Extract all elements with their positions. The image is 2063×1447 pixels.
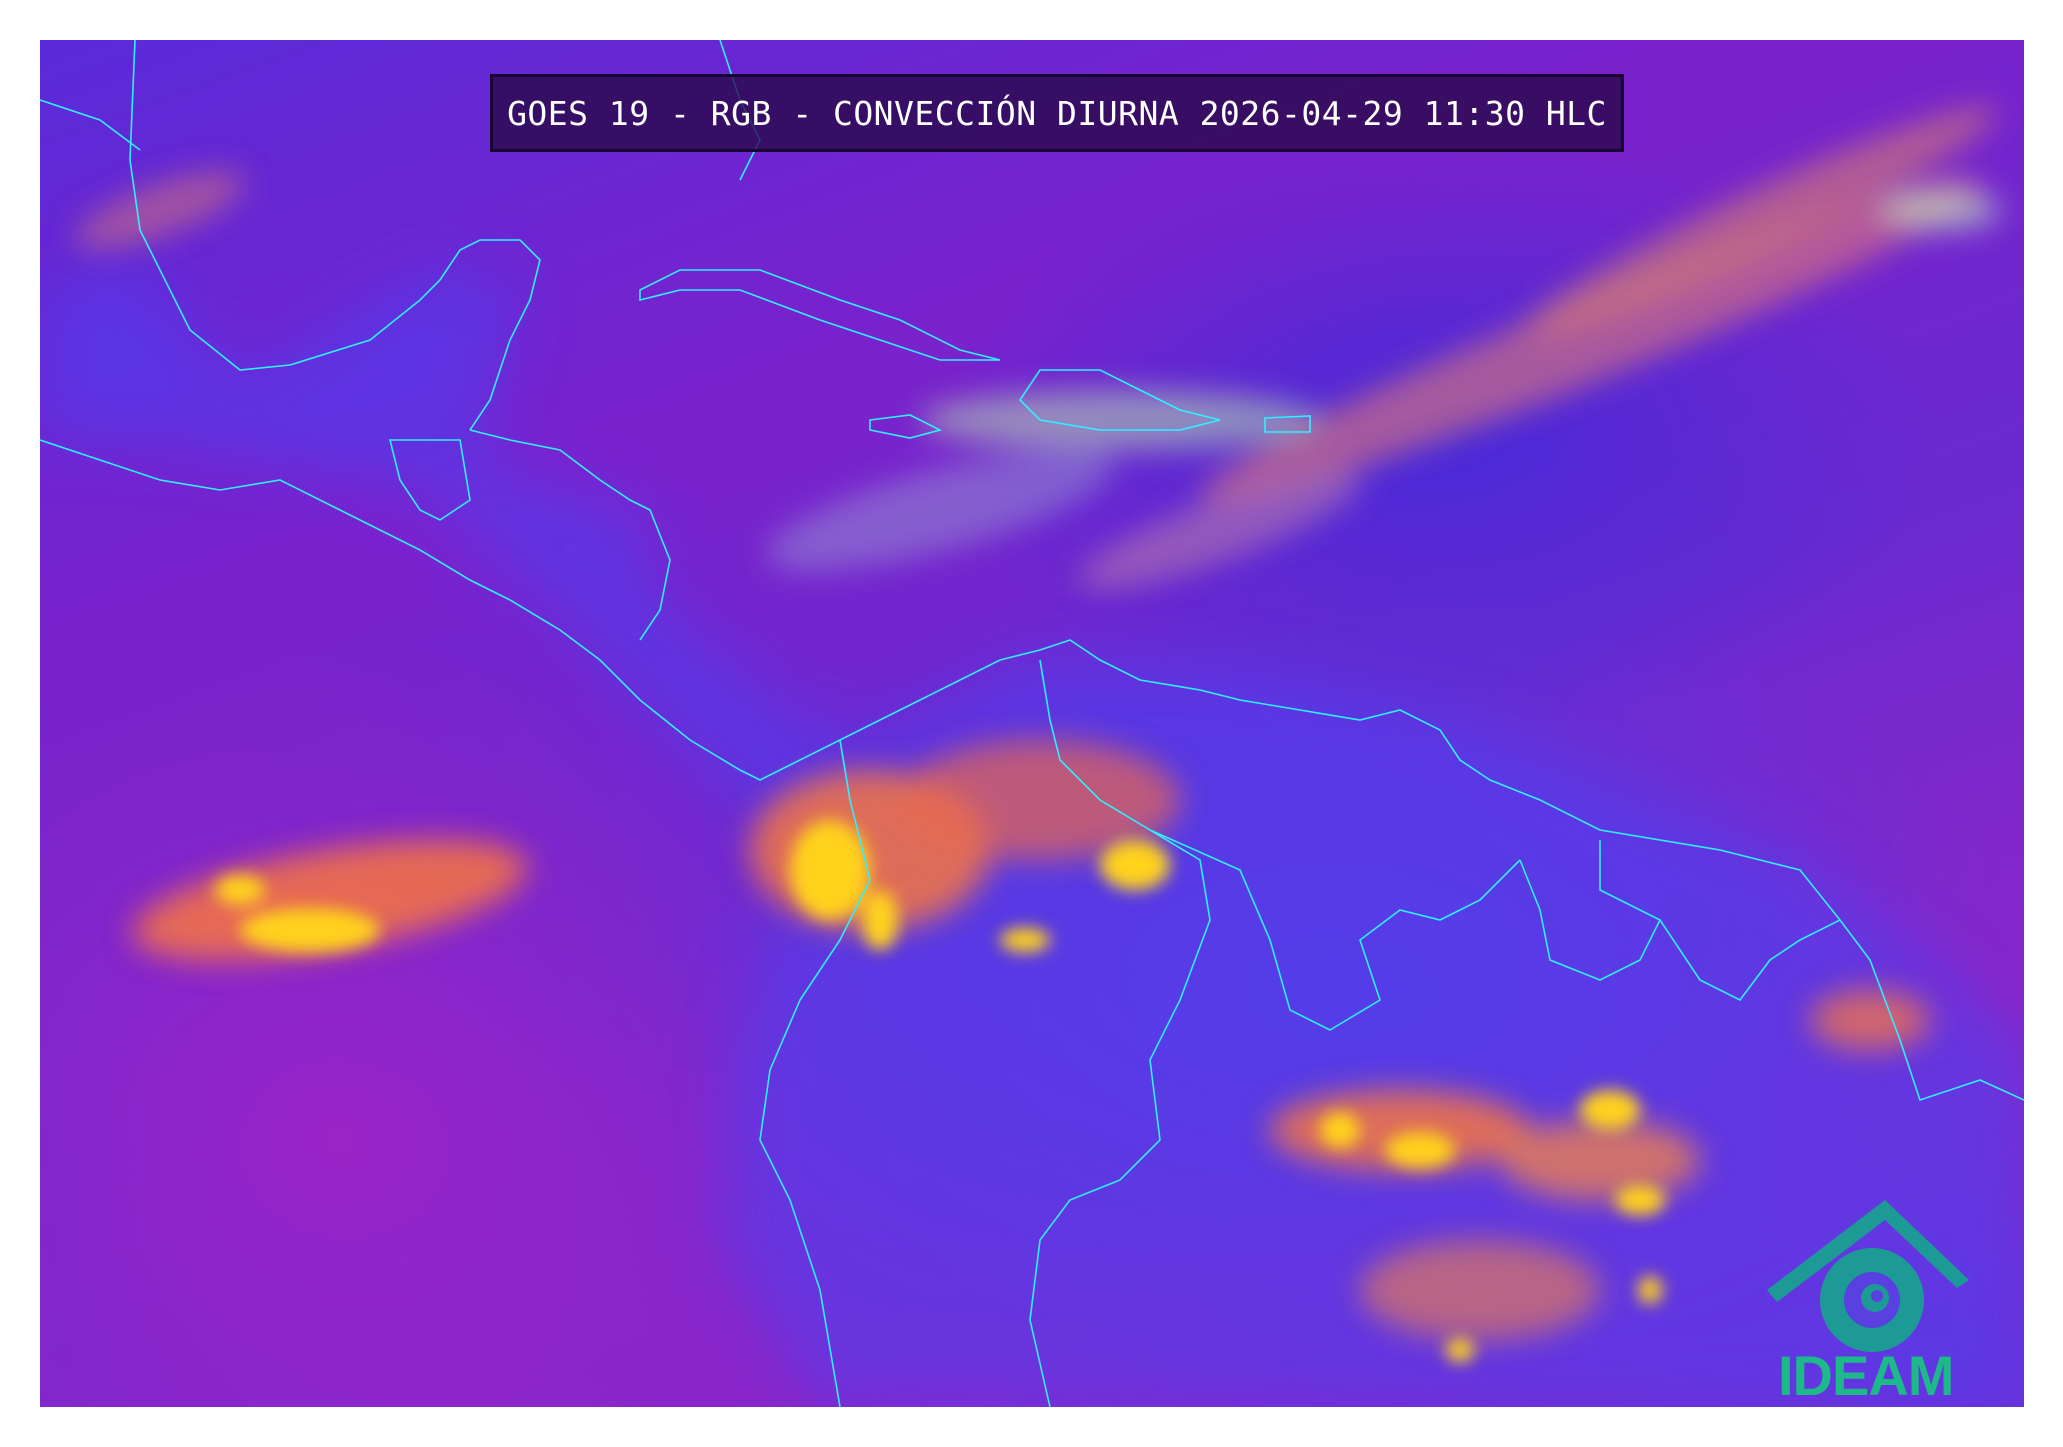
convective-clouds [132, 740, 1930, 1362]
title-banner: GOES 19 - RGB - CONVECCIÓN DIURNA 2026-0… [490, 74, 1624, 152]
map-layer [40, 40, 2024, 1407]
satellite-map [40, 40, 2024, 1407]
map-title: GOES 19 - RGB - CONVECCIÓN DIURNA 2026-0… [507, 93, 1607, 133]
cirrus-streaks [74, 106, 2000, 589]
country-borders [40, 40, 2024, 1407]
ideam-logo-text: IDEAM [1778, 1344, 1954, 1407]
ideam-eye-spiral-logo-icon [1767, 1200, 1969, 1352]
